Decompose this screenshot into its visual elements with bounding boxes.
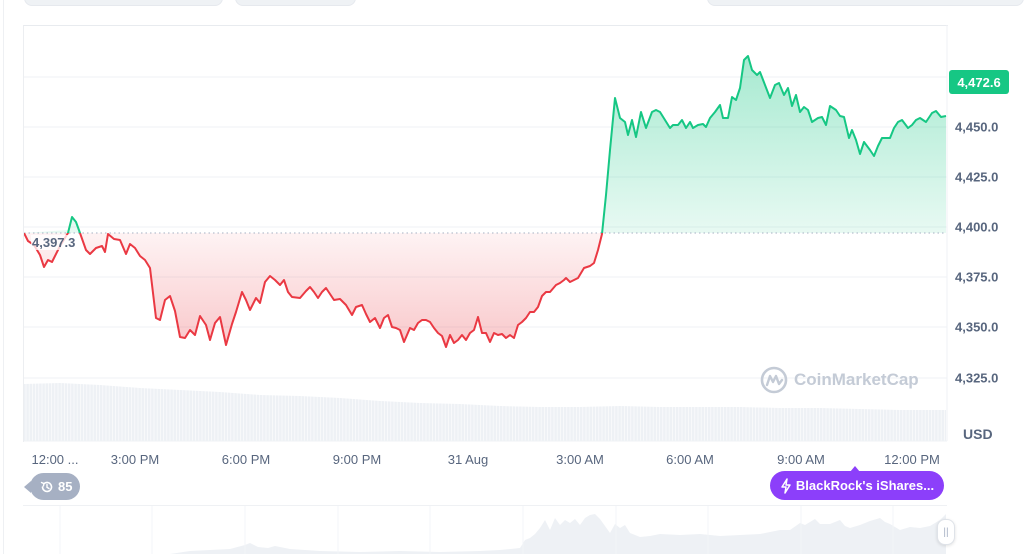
y-tick-label: 4,375.0	[955, 269, 999, 285]
volume-bars	[24, 383, 946, 441]
chart-plot-area[interactable]	[23, 25, 948, 442]
coinmarketcap-watermark: CoinMarketCap	[760, 366, 919, 394]
x-tick-label: 12:00 PM	[884, 452, 940, 467]
volume-bar-gaps	[25, 380, 945, 441]
x-tick-label: 3:00 PM	[110, 452, 160, 467]
navigator-area	[59, 506, 946, 554]
x-tick-label: 9:00 AM	[777, 452, 825, 467]
watermark-text: CoinMarketCap	[794, 370, 919, 389]
y-tick-label: 4,450.0	[955, 119, 999, 135]
x-tick-label: 12:00 ...	[31, 452, 79, 467]
y-tick-label: 4,350.0	[955, 319, 999, 335]
history-icon	[40, 481, 53, 492]
x-tick-label: 9:00 PM	[332, 452, 382, 467]
x-tick-label: 6:00 PM	[221, 452, 271, 467]
news-event-badge[interactable]: BlackRock's iShares...	[770, 466, 944, 500]
currency-label: USD	[963, 426, 993, 442]
price-area-up	[24, 56, 946, 233]
y-tick-label: 4,400.0	[955, 219, 999, 235]
coinmarketcap-logo-icon	[760, 366, 788, 394]
price-line-down	[24, 233, 604, 348]
page-left-border	[0, 0, 4, 554]
current-price-tag: 4,472.6	[949, 70, 1009, 94]
y-tick-label: 4,425.0	[955, 169, 999, 185]
y-tick-label: 4,325.0	[955, 370, 999, 386]
history-events-badge[interactable]: 85	[23, 473, 81, 500]
open-price-label: 4,397.3	[31, 235, 77, 250]
navigator-drag-handle[interactable]: ||	[937, 519, 955, 545]
drag-handle-icon: ||	[943, 526, 949, 538]
price-line-up	[66, 55, 947, 233]
x-tick-label: 6:00 AM	[666, 452, 714, 467]
x-tick-label: 31 Aug	[447, 452, 489, 467]
lightning-icon	[781, 477, 791, 494]
range-navigator[interactable]	[23, 505, 947, 555]
x-tick-label: 3:00 AM	[556, 452, 604, 467]
history-count: 85	[58, 479, 73, 494]
news-headline: BlackRock's iShares...	[795, 478, 935, 493]
